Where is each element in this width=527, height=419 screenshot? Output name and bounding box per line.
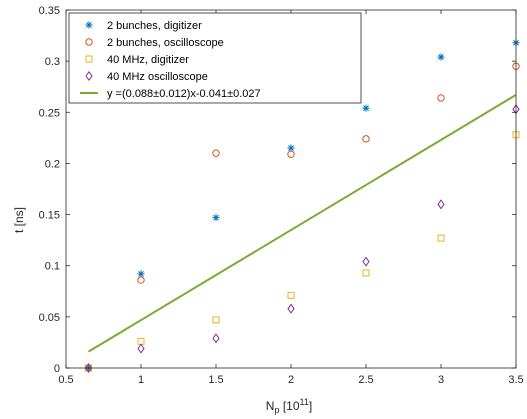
y-tick-label: 0.2 xyxy=(45,158,60,170)
y-axis-label: t [ns] xyxy=(12,207,26,233)
data-point-series-4 xyxy=(212,333,220,344)
data-point-series-4 xyxy=(137,343,145,354)
data-point-series-1-stroke xyxy=(438,54,444,60)
x-tick-label: 3 xyxy=(438,374,444,386)
y-tick-label: 0 xyxy=(54,363,60,375)
data-point-series-2 xyxy=(287,150,295,158)
legend-label-3: 40 MHz, digitizer xyxy=(107,54,189,66)
x-tick-label: 2.5 xyxy=(358,374,373,386)
data-point-series-2 xyxy=(362,135,370,143)
x-axis-label: Np [1011] xyxy=(266,397,312,415)
legend-label-1: 2 bunches, digitizer xyxy=(107,20,202,32)
data-point-series-3 xyxy=(437,234,445,242)
data-point-series-1 xyxy=(287,144,295,152)
x-tick-label: 1.5 xyxy=(208,374,223,386)
legend-marker-1 xyxy=(85,21,93,29)
axes: 0.5 1 1.5 2 2.5 3 3.5 0 0.05 0.1 0.15 0.2 0.25 0.3 0.3… xyxy=(39,5,524,386)
legend-label-2: 2 bunches, oscilloscope xyxy=(107,37,224,49)
data-point-series-4 xyxy=(287,303,295,314)
data-point-series-1-stroke xyxy=(363,105,369,112)
data-point-series-2 xyxy=(437,94,445,102)
legend-marker-3 xyxy=(85,55,93,63)
x-tick-label: 0.5 xyxy=(58,374,73,386)
legend-marker-1-stroke xyxy=(86,22,92,28)
x-tick-label: 1 xyxy=(138,374,144,386)
data-point-series-1-stroke xyxy=(213,214,219,221)
x-axis-label-subscript: p xyxy=(274,405,279,415)
y-tick-label: 0.1 xyxy=(45,261,60,273)
y-tick-label: 0.05 xyxy=(39,312,60,324)
y-tick-label: 0.25 xyxy=(39,107,60,119)
data-point-series-1-stroke xyxy=(138,270,144,277)
y-tick-label: 0.3 xyxy=(45,56,60,68)
data-point-series-1 xyxy=(362,104,370,112)
x-axis-label-close: ] xyxy=(309,399,312,413)
x-axis-label-main: N xyxy=(266,399,275,413)
legend-marker-4 xyxy=(85,70,93,82)
data-point-series-3 xyxy=(287,291,295,299)
y-tick-label: 0.35 xyxy=(39,5,60,17)
legend: 2 bunches, digitizer 2 bunches, oscillosc… xyxy=(68,12,362,104)
fit-line xyxy=(87,94,517,353)
data-point-series-1 xyxy=(137,270,145,278)
data-point-series-4 xyxy=(84,362,93,374)
plot-area xyxy=(84,39,520,374)
data-point-series-2 xyxy=(212,149,220,157)
x-tick-label: 3.5 xyxy=(508,374,523,386)
legend-marker-2 xyxy=(85,38,93,46)
data-point-series-1-stroke xyxy=(288,145,294,151)
legend-box xyxy=(68,12,362,104)
data-point-series-1 xyxy=(212,214,220,222)
y-tick-label: 0.15 xyxy=(39,210,60,222)
data-point-series-4 xyxy=(437,199,445,210)
legend-label-4: 40 MHz oscilloscope xyxy=(107,71,208,83)
data-point-series-2 xyxy=(137,276,145,284)
data-point-series-3 xyxy=(362,269,370,277)
data-point-series-1 xyxy=(437,53,445,61)
x-tick-label: 2 xyxy=(288,374,294,386)
data-point-series-4 xyxy=(362,256,370,267)
x-axis-label-exponent: 11 xyxy=(300,397,309,407)
legend-label-5: y =(0.088±0.012)x-0.041±0.027 xyxy=(107,88,261,100)
x-axis-label-unit: [10 xyxy=(279,399,299,413)
data-point-series-3 xyxy=(212,316,220,324)
